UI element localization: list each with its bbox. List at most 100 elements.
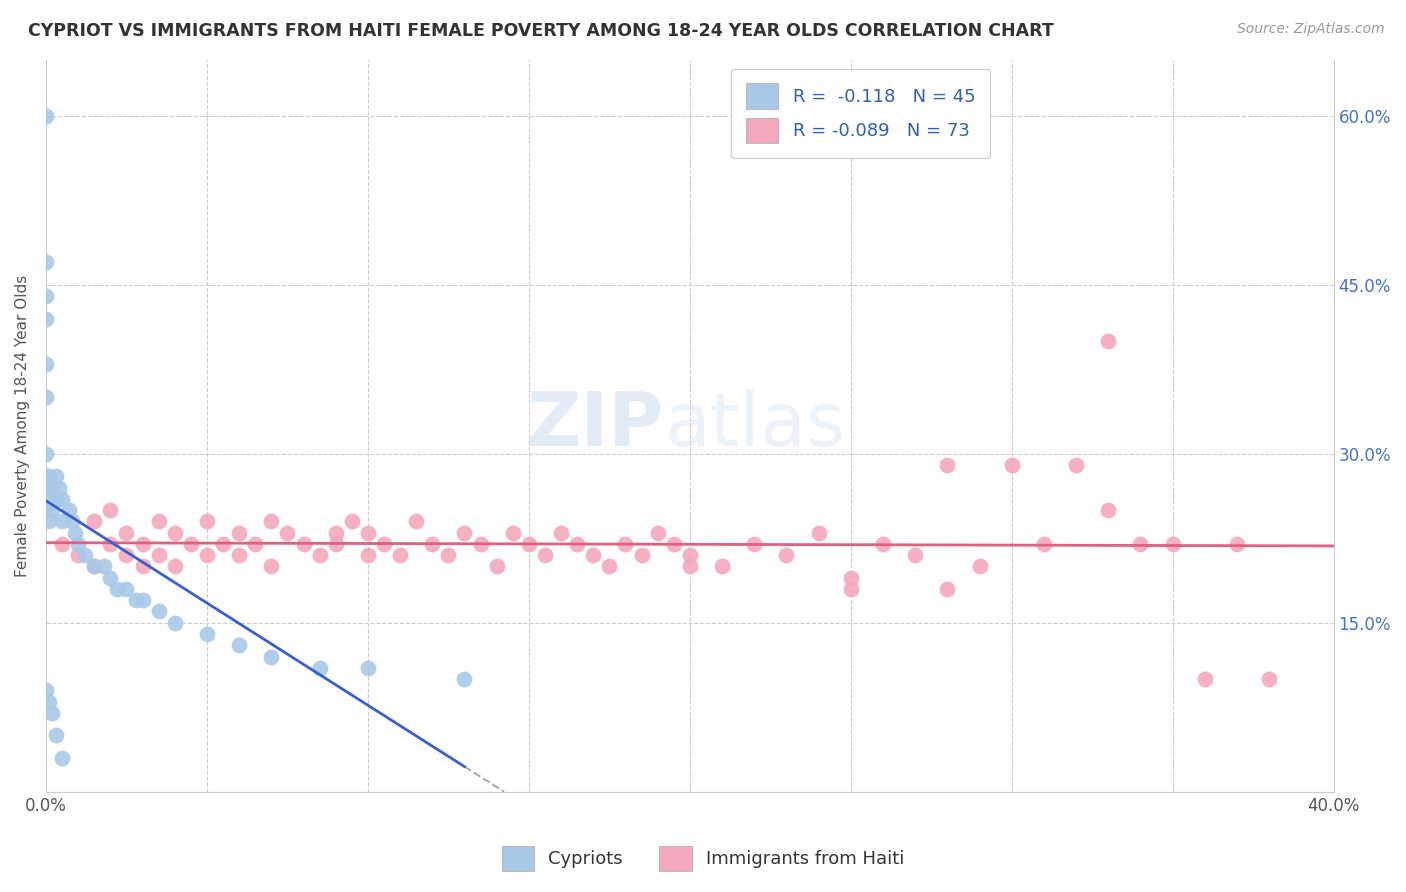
Point [598,559,620,574]
Point [437,548,460,562]
Point [41,706,63,720]
Point [51,751,73,765]
Point [67,537,90,551]
Point [775,548,797,562]
Point [614,537,637,551]
Point [453,525,475,540]
Point [420,537,443,551]
Text: atlas: atlas [664,389,845,462]
Point [1194,672,1216,686]
Point [502,525,524,540]
Point [872,537,894,551]
Point [1258,672,1281,686]
Point [195,515,218,529]
Point [98,537,121,551]
Point [35,683,58,698]
Point [1226,537,1249,551]
Point [245,537,267,551]
Point [38,695,60,709]
Point [742,537,765,551]
Point [485,559,508,574]
Point [582,548,605,562]
Point [904,548,927,562]
Point [51,515,73,529]
Point [325,537,347,551]
Point [73,548,96,562]
Legend: Cypriots, Immigrants from Haiti: Cypriots, Immigrants from Haiti [495,838,911,879]
Point [45,491,67,506]
Point [260,649,283,664]
Point [45,728,67,742]
Point [45,469,67,483]
Point [148,605,170,619]
Point [292,537,315,551]
Point [662,537,685,551]
Point [453,672,475,686]
Point [115,582,138,596]
Point [35,391,58,405]
Point [131,559,153,574]
Point [936,582,959,596]
Point [38,491,60,506]
Point [195,548,218,562]
Point [131,537,153,551]
Point [51,491,73,506]
Point [228,548,250,562]
Point [1097,503,1119,517]
Point [839,571,862,585]
Point [807,525,830,540]
Point [1032,537,1054,551]
Point [839,582,862,596]
Point [228,638,250,652]
Point [115,548,138,562]
Legend: R =  -0.118   N = 45, R = -0.089   N = 73: R = -0.118 N = 45, R = -0.089 N = 73 [731,69,990,158]
Point [260,515,283,529]
Point [63,525,86,540]
Point [38,515,60,529]
Point [936,458,959,472]
Point [228,525,250,540]
Text: Source: ZipAtlas.com: Source: ZipAtlas.com [1237,22,1385,37]
Point [38,469,60,483]
Point [35,289,58,303]
Point [405,515,427,529]
Point [163,525,186,540]
Point [517,537,540,551]
Point [647,525,669,540]
Point [98,571,121,585]
Point [41,481,63,495]
Point [115,525,138,540]
Point [308,548,330,562]
Point [35,469,58,483]
Point [679,548,702,562]
Point [373,537,395,551]
Point [276,525,298,540]
Point [148,515,170,529]
Point [125,593,148,607]
Point [163,559,186,574]
Point [105,582,128,596]
Point [357,661,380,675]
Point [534,548,557,562]
Point [550,525,572,540]
Point [35,255,58,269]
Point [969,559,991,574]
Point [195,627,218,641]
Point [98,503,121,517]
Point [340,515,363,529]
Point [93,559,115,574]
Point [148,548,170,562]
Point [389,548,412,562]
Y-axis label: Female Poverty Among 18-24 Year Olds: Female Poverty Among 18-24 Year Olds [15,275,30,577]
Point [565,537,588,551]
Point [325,525,347,540]
Point [630,548,652,562]
Point [131,593,153,607]
Point [58,503,80,517]
Point [679,559,702,574]
Point [357,548,380,562]
Point [35,311,58,326]
Point [51,537,73,551]
Point [48,481,70,495]
Point [83,559,105,574]
